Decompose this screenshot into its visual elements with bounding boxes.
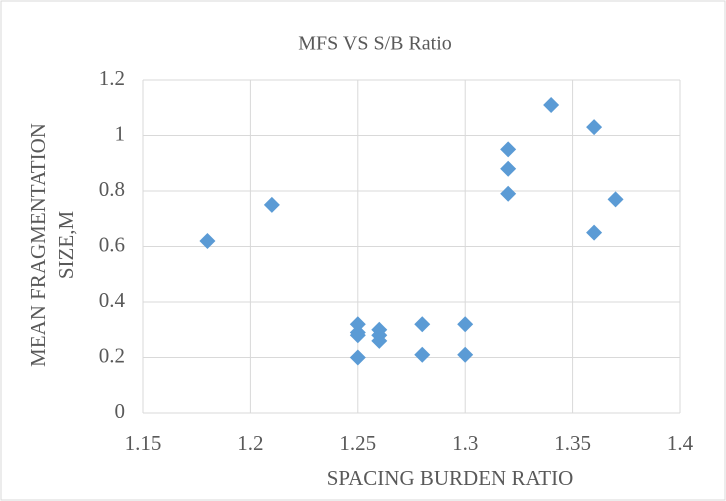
chart-title: MFS VS S/B Ratio — [298, 33, 452, 55]
x-tick-label: 1.25 — [339, 431, 376, 455]
y-tick-label: 1 — [115, 121, 126, 145]
data-point — [500, 160, 517, 177]
data-point — [263, 196, 280, 213]
data-point — [349, 327, 366, 344]
y-axis-label: SIZE,M — [54, 211, 78, 280]
y-tick-label: 0.2 — [99, 343, 125, 367]
data-point — [543, 96, 560, 113]
y-tick-label: 0.6 — [99, 232, 125, 256]
data-point — [500, 141, 517, 158]
data-point — [457, 316, 474, 333]
y-axis-label: MEAN FRAGMENTATION — [26, 123, 50, 367]
data-point — [414, 346, 431, 363]
y-tick-label: 1.2 — [99, 66, 125, 90]
y-tick-label: 0.8 — [99, 177, 125, 201]
data-point — [586, 119, 603, 136]
x-tick-label: 1.2 — [237, 431, 263, 455]
data-point — [349, 349, 366, 366]
data-point — [371, 332, 388, 349]
data-point — [500, 185, 517, 202]
x-tick-label: 1.3 — [452, 431, 478, 455]
x-axis-label: SPACING BURDEN RATIO — [327, 466, 574, 490]
data-point — [349, 316, 366, 333]
data-point — [607, 191, 624, 208]
x-tick-label: 1.15 — [125, 431, 162, 455]
data-point — [414, 316, 431, 333]
data-point — [586, 224, 603, 241]
data-point — [199, 232, 216, 249]
y-tick-label: 0 — [115, 399, 126, 423]
x-tick-label: 1.35 — [554, 431, 591, 455]
x-tick-label: 1.4 — [667, 431, 694, 455]
data-point — [457, 346, 474, 363]
y-tick-label: 0.4 — [99, 288, 126, 312]
